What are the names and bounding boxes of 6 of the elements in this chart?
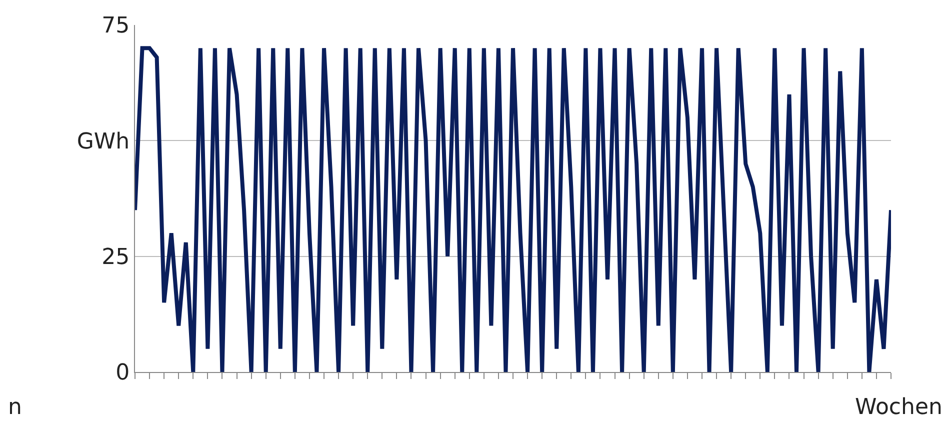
y-tick-label: 25 bbox=[102, 245, 130, 270]
y-tick-label: 0 bbox=[116, 360, 130, 386]
text: n bbox=[8, 395, 22, 420]
y-tick-label: GWh bbox=[76, 129, 130, 154]
x-axis-title: Wochen bbox=[855, 395, 942, 420]
y-tick-label: 75 bbox=[102, 14, 130, 39]
